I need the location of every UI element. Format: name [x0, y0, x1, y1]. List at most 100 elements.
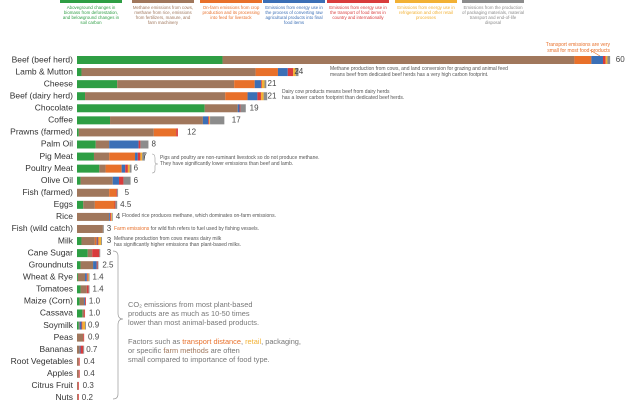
- legend: Aboveground changes in biomass from defo…: [0, 0, 640, 30]
- category-label: Fish (wild catch): [12, 223, 74, 233]
- category-label: Fish (farmed): [22, 187, 73, 197]
- bar-segment: [109, 212, 111, 221]
- bar-segment: [77, 128, 79, 137]
- total-label: 4: [116, 212, 121, 221]
- total-label: 3: [107, 248, 112, 257]
- bar-segment: [77, 393, 78, 400]
- bracket: [112, 250, 124, 400]
- annotation: products are as much as 10-50 times: [128, 309, 250, 318]
- bar-segment: [95, 140, 110, 149]
- bar-segment: [92, 249, 100, 258]
- category-label: Beef (beef herd): [12, 54, 74, 64]
- bar-segment: [77, 249, 88, 258]
- annotation: lower than most animal-based products.: [128, 318, 259, 327]
- legend-item: On-farm emissions from crop production a…: [200, 0, 262, 20]
- annotation-text: Factors such as: [128, 337, 182, 346]
- total-label: 0.9: [88, 321, 100, 330]
- annotation-text: Farm emissions: [114, 226, 150, 232]
- bar-segment: [255, 68, 278, 77]
- bar-segment: [83, 345, 85, 354]
- bar-segment: [77, 357, 79, 366]
- bar-segment: [257, 92, 261, 101]
- bar-segment: [96, 261, 98, 270]
- bar-segment: [77, 176, 81, 185]
- bar-segment: [81, 68, 256, 77]
- category-label: Groundnuts: [29, 259, 73, 269]
- bar-segment: [105, 164, 122, 173]
- legend-swatch: [327, 0, 389, 3]
- bar-segment: [77, 273, 86, 282]
- category-label: Cane Sugar: [28, 247, 74, 257]
- annotation: CO₂ emissions from most plant-based: [128, 300, 252, 309]
- category-label: Coffee: [48, 115, 73, 125]
- bar-segment: [82, 321, 86, 330]
- bar-segment: [77, 381, 78, 390]
- bar-segment: [123, 176, 131, 185]
- bar-segment: [209, 116, 211, 125]
- bar-segment: [78, 369, 80, 378]
- annotation: Methane production from cows, and land c…: [330, 66, 508, 72]
- bar-segment: [79, 345, 81, 354]
- bar-segment: [77, 273, 78, 282]
- bar-segment: [77, 261, 81, 270]
- annotation-text: has a lower carbon footprint than dedica…: [282, 95, 404, 101]
- bar-segment: [111, 212, 113, 221]
- category-label: Rice: [56, 211, 73, 221]
- bar-segment: [79, 297, 85, 306]
- bar-segment: [88, 285, 90, 294]
- legend-item: Emissions from energy use in the transpo…: [327, 0, 389, 20]
- bar-segment: [591, 56, 603, 64]
- annotation-text: ,: [241, 337, 245, 346]
- bar-segment: [77, 321, 79, 330]
- bar-segment: [208, 116, 210, 125]
- annotation-text: transport distance: [182, 337, 241, 346]
- annotation: Methane production from cows means dairy…: [114, 236, 222, 242]
- annotation: small compared to importance of food typ…: [128, 355, 270, 364]
- total-label: 4.5: [120, 200, 132, 209]
- annotation-text: , packaging,: [261, 337, 301, 346]
- annotation: means beef from dedicated beef herds has…: [330, 72, 488, 78]
- legend-text: On-farm emissions from crop production a…: [202, 5, 260, 20]
- annotation-line: [589, 49, 601, 57]
- bar-segment: [118, 176, 124, 185]
- annotation-text: Methane production from cows, and land c…: [330, 66, 508, 72]
- annotation-text: for wild fish refers to fuel used by fis…: [149, 226, 259, 232]
- legend-text: Emissions from energy use in refrigerati…: [397, 5, 455, 20]
- bar-segment: [109, 188, 117, 197]
- total-label: 24: [294, 67, 303, 76]
- total-label: 1.4: [93, 284, 105, 293]
- total-label: 21: [268, 91, 277, 100]
- bar-segment: [140, 140, 149, 149]
- total-label: 5: [125, 188, 130, 197]
- category-label: Peas: [54, 332, 73, 342]
- annotation: has a lower carbon footprint than dedica…: [282, 95, 404, 101]
- annotation-text: has significantly higher emissions than …: [114, 242, 241, 248]
- bar-segment: [94, 237, 97, 246]
- total-label: 3: [107, 236, 112, 245]
- category-label: Tomatoes: [36, 284, 73, 294]
- bar-segment: [78, 321, 80, 330]
- category-label: Maize (Corn): [24, 296, 73, 306]
- bar-segment: [79, 321, 82, 330]
- category-label: Olive Oil: [41, 175, 73, 185]
- bar-segment: [77, 285, 81, 294]
- annotation: Transport emissions are very: [546, 42, 611, 48]
- bar-segment: [77, 56, 223, 64]
- bar-segment: [116, 188, 118, 197]
- legend-item: Emissions from energy use in refrigerati…: [395, 0, 457, 20]
- bar-segment: [77, 224, 103, 233]
- bar-segment: [99, 249, 101, 258]
- legend-text: Emissions from the production of packagi…: [462, 5, 524, 25]
- total-label: 21: [268, 79, 277, 88]
- bar-segment: [127, 164, 130, 173]
- bar-segment: [93, 152, 110, 161]
- bar-segment: [110, 212, 112, 221]
- bar-segment: [260, 80, 262, 89]
- bar-segment: [94, 200, 115, 209]
- bar-segment: [85, 273, 87, 282]
- bar-segment: [77, 68, 82, 77]
- bar-segment: [117, 188, 119, 197]
- total-label: 6: [134, 164, 139, 173]
